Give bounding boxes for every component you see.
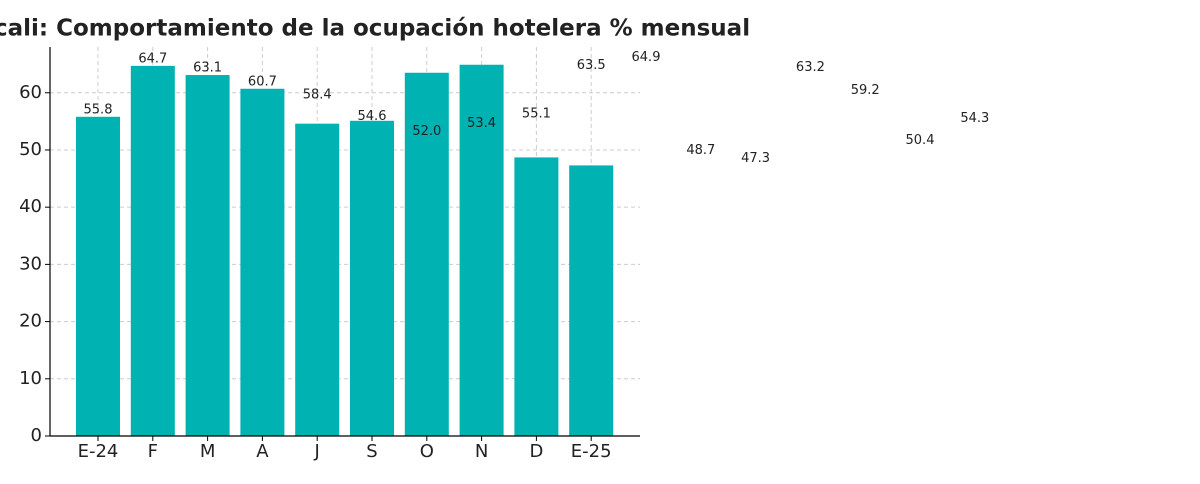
y-tick-label: 10 (19, 368, 42, 389)
x-tick-label: M (200, 441, 216, 462)
bar (459, 64, 504, 436)
bar (514, 157, 559, 436)
y-tick-label: 20 (19, 311, 42, 332)
data-label: 64.7 (138, 51, 167, 66)
x-tick-label: D (529, 441, 543, 462)
bar (404, 72, 449, 436)
bar (569, 165, 614, 436)
chart-title: cali: Comportamiento de la ocupación hot… (0, 16, 750, 42)
data-label: 53.4 (467, 116, 496, 131)
data-label: 54.3 (960, 111, 989, 126)
bar (76, 116, 120, 437)
data-label: 48.7 (686, 143, 715, 158)
data-label: 47.3 (741, 151, 770, 166)
y-tick-label: 60 (19, 82, 42, 103)
data-label: 63.1 (193, 61, 222, 76)
data-label: 50.4 (906, 133, 935, 148)
data-label: 58.4 (303, 87, 332, 102)
data-label: 59.2 (851, 83, 880, 98)
bar (185, 75, 230, 436)
bar (350, 120, 394, 436)
y-tick-label: 40 (19, 196, 42, 217)
data-label: 63.5 (577, 58, 606, 73)
data-label: 55.1 (522, 106, 551, 121)
x-tick-label: E-24 (78, 441, 119, 462)
data-label: 52.0 (412, 124, 441, 139)
data-label: 55.8 (84, 102, 113, 117)
bar (295, 123, 340, 436)
x-tick-label: J (314, 441, 320, 462)
x-tick-label: A (256, 441, 269, 462)
data-label: 64.9 (632, 50, 661, 65)
x-tick-label: N (475, 441, 488, 462)
bar (130, 65, 175, 437)
data-label: 60.7 (248, 74, 277, 89)
y-tick-label: 0 (31, 425, 42, 446)
y-tick-label: 30 (19, 253, 42, 274)
x-tick-label: F (148, 441, 158, 462)
data-label: 63.2 (796, 60, 825, 75)
x-tick-label: O (420, 441, 434, 462)
bar (240, 88, 285, 437)
data-label: 54.6 (358, 109, 387, 124)
x-tick-label: E-25 (571, 441, 612, 462)
x-tick-label: S (366, 441, 377, 462)
y-tick-label: 50 (19, 139, 42, 160)
